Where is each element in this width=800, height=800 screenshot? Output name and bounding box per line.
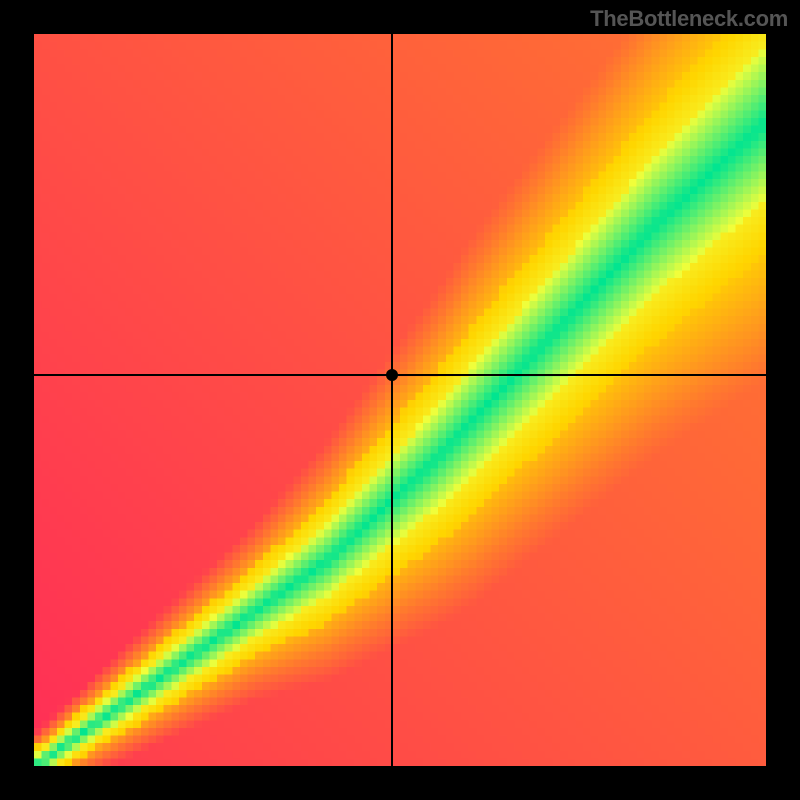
crosshair-dot: [386, 369, 398, 381]
bottleneck-heatmap: [34, 34, 766, 766]
crosshair-horizontal: [34, 374, 766, 376]
crosshair-vertical: [391, 34, 393, 766]
attribution-text: TheBottleneck.com: [590, 6, 788, 32]
